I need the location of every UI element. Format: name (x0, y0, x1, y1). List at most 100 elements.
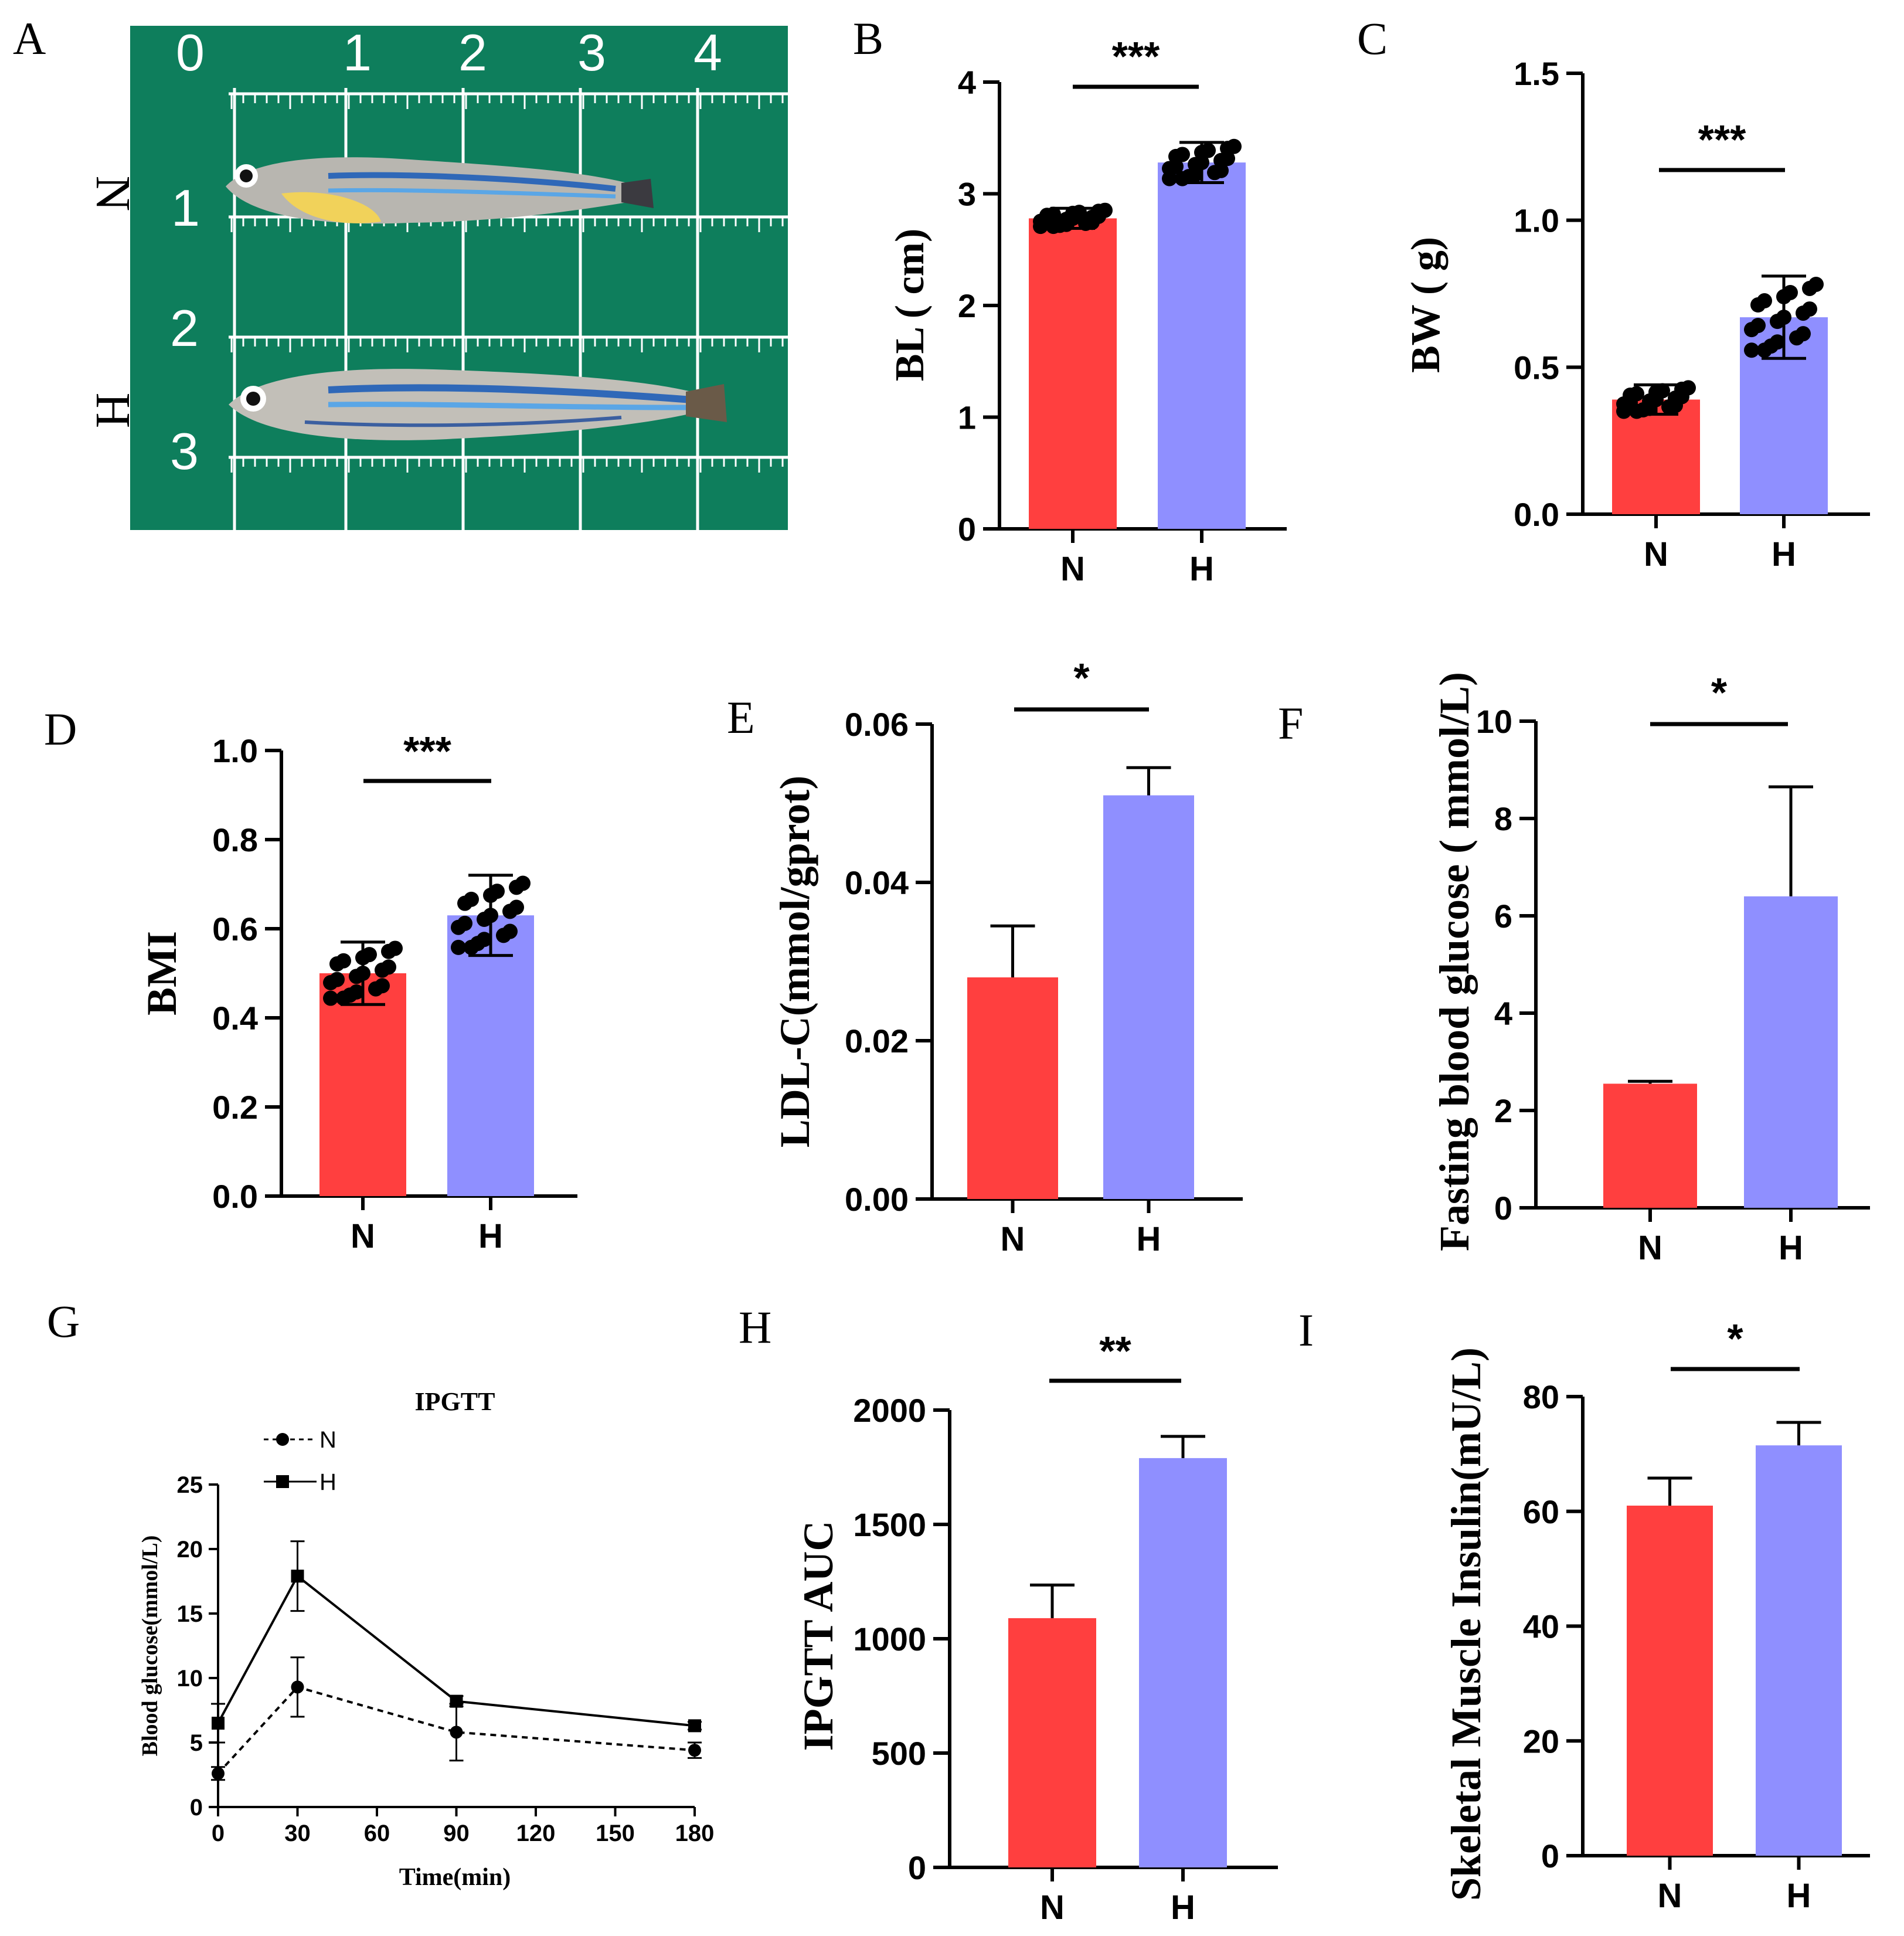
x-tick-label-h: H (1772, 535, 1796, 573)
data-point-h (1162, 161, 1177, 176)
y-axis-label: Blood glucose(mmol/L) (138, 1536, 162, 1757)
bar-n (1627, 1505, 1713, 1856)
y-tick-label: 0.5 (1514, 349, 1559, 386)
legend-marker-h (276, 1475, 289, 1488)
data-point-n (323, 974, 338, 990)
y-tick-label: 0 (958, 511, 976, 548)
data-point-n (1091, 203, 1106, 219)
legend-marker-n (276, 1433, 289, 1446)
y-tick-label: 1500 (853, 1506, 926, 1543)
data-point-n (323, 990, 338, 1006)
data-point-h (1796, 305, 1811, 321)
bar-n (1603, 1084, 1697, 1208)
data-point-h (1168, 148, 1184, 164)
x-tick-label-n: N (1040, 1889, 1065, 1927)
significance-label: * (1727, 1316, 1743, 1361)
data-point-h (477, 912, 492, 928)
y-tick-label: 20 (1523, 1723, 1559, 1760)
panel-letter-c: C (1357, 13, 1388, 64)
x-axis-label: Time(min) (399, 1864, 511, 1891)
data-point-n (336, 990, 351, 1006)
data-point-h (1175, 171, 1190, 186)
x-tick-label: 90 (443, 1820, 470, 1846)
marker-n (688, 1744, 701, 1757)
y-tick-label: 3 (958, 176, 976, 213)
ruler-side-2: 2 (170, 299, 199, 357)
y-axis-label: Fasting blood glucose ( mmol/L) (1431, 672, 1478, 1251)
data-point-h (483, 888, 498, 903)
x-tick-label-n: N (1644, 535, 1668, 573)
data-point-h (457, 895, 472, 911)
x-tick-label: 150 (596, 1820, 635, 1846)
marker-n (291, 1680, 304, 1694)
x-tick-label: 30 (284, 1820, 311, 1846)
data-point-h (451, 939, 466, 955)
x-tick-label-h: H (1189, 550, 1214, 588)
x-tick-label: 0 (212, 1820, 225, 1846)
data-point-n (349, 969, 364, 984)
y-tick-label: 0.2 (212, 1089, 258, 1126)
data-point-h (1213, 152, 1229, 168)
y-tick-label: 0.06 (845, 706, 909, 743)
y-tick-label: 5 (190, 1730, 203, 1756)
x-tick-label-n: N (1638, 1229, 1662, 1267)
y-tick-label: 0.0 (212, 1178, 258, 1215)
y-axis-label: LDL-C(mmol/gprot) (771, 776, 818, 1148)
panel-letter-a: A (13, 13, 46, 64)
significance-label: *** (1698, 117, 1746, 162)
ruler-top-4: 4 (693, 23, 722, 81)
bar-n (319, 973, 406, 1196)
bar-h (1744, 896, 1838, 1208)
ruler-grid (229, 88, 788, 530)
panel-a: A 0 1 2 3 4 1 2 3 N H (13, 13, 788, 530)
data-point-n (1674, 381, 1689, 397)
panel-letter-f: F (1278, 698, 1303, 749)
data-point-h (1188, 157, 1203, 172)
data-point-h (1207, 165, 1222, 181)
bar-n (1029, 218, 1117, 529)
y-tick-label: 0.4 (212, 1000, 258, 1037)
panel-letter-h: H (739, 1302, 771, 1353)
significance-label: * (1073, 655, 1090, 701)
y-axis-label: BW ( g) (1403, 237, 1449, 373)
y-tick-label: 1000 (853, 1621, 926, 1658)
data-point-n (368, 981, 383, 997)
data-point-h (1757, 342, 1772, 358)
x-tick-label: 120 (516, 1820, 556, 1846)
row-label-h: H (86, 393, 140, 429)
ruler-top-2: 2 (458, 23, 487, 81)
data-point-h (464, 939, 479, 955)
y-tick-label: 15 (177, 1601, 203, 1627)
bar-n (1612, 399, 1700, 514)
ruler-mat (130, 26, 788, 530)
data-point-n (329, 956, 345, 972)
data-point-n (1629, 403, 1644, 419)
data-point-n (1065, 205, 1080, 221)
data-point-n (375, 962, 390, 978)
marker-h (212, 1717, 225, 1730)
chart-i: I 0 20 40 60 80 Skeletal Muscle Insulin(mU/L) N… (1298, 1305, 1870, 1915)
chart-d: D 0.0 0.2 0.4 0.6 0.8 1.0 BMI N H *** (44, 704, 577, 1255)
series-line-n (217, 1686, 695, 1775)
bar-n (1008, 1618, 1096, 1867)
significance-label: * (1711, 670, 1728, 715)
x-tick-label-n: N (1001, 1220, 1025, 1258)
y-tick-label: 2 (958, 287, 976, 324)
data-point-h (1770, 314, 1785, 330)
y-axis-label: BL ( cm) (888, 229, 933, 382)
y-tick-label: 40 (1523, 1608, 1559, 1645)
legend-label-h: H (319, 1469, 336, 1495)
marker-h (291, 1570, 304, 1583)
data-point-h (1194, 145, 1209, 161)
y-tick-label: 0 (1494, 1190, 1512, 1227)
x-tick-label: 60 (364, 1820, 390, 1846)
x-tick-label-h: H (1787, 1877, 1811, 1915)
bar-h (1103, 795, 1194, 1199)
y-tick-label: 500 (872, 1735, 926, 1772)
data-point-h (1750, 297, 1766, 313)
marker-h (450, 1694, 463, 1708)
data-point-h (509, 879, 524, 895)
y-tick-label: 0 (908, 1849, 926, 1886)
significance-label: *** (1112, 33, 1160, 79)
